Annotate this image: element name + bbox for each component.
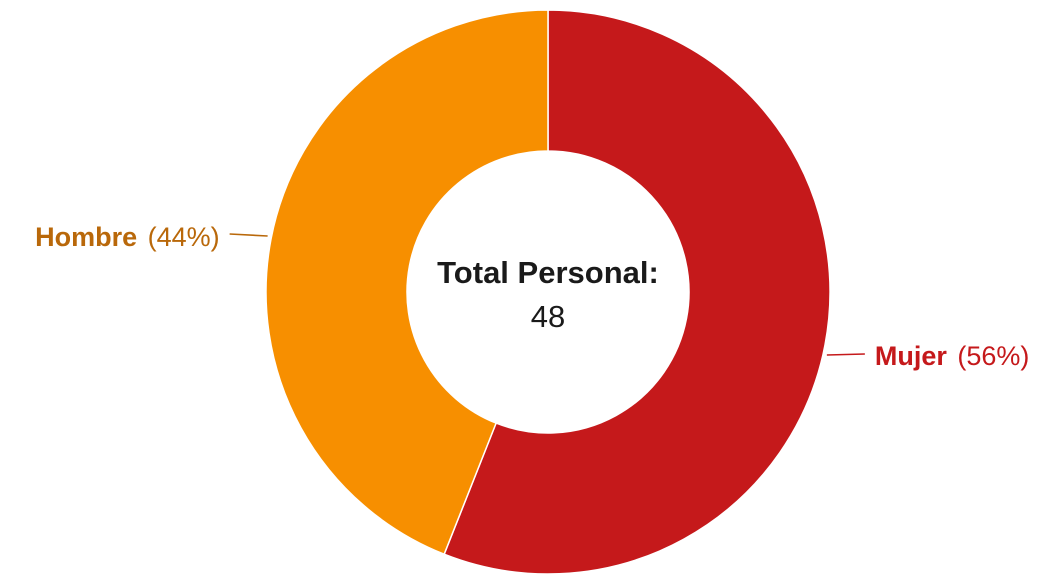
leader-lines (229, 233, 865, 356)
center-value: 48 (531, 299, 565, 334)
leader-line-mujer (826, 353, 865, 356)
slice-label-hombre-name: Hombre (35, 222, 137, 252)
leader-line-hombre (229, 233, 268, 237)
center-title: Total Personal: (437, 255, 659, 290)
slice-label-hombre-percent: (44%) (148, 222, 220, 252)
slice-hombre (265, 9, 549, 556)
donut-slices (265, 9, 831, 574)
slice-label-hombre: Hombre (44%) (35, 222, 220, 252)
slice-label-mujer-name: Mujer (875, 341, 948, 371)
slice-label-mujer-percent: (56%) (957, 341, 1029, 371)
slice-label-mujer: Mujer (56%) (875, 341, 1030, 371)
